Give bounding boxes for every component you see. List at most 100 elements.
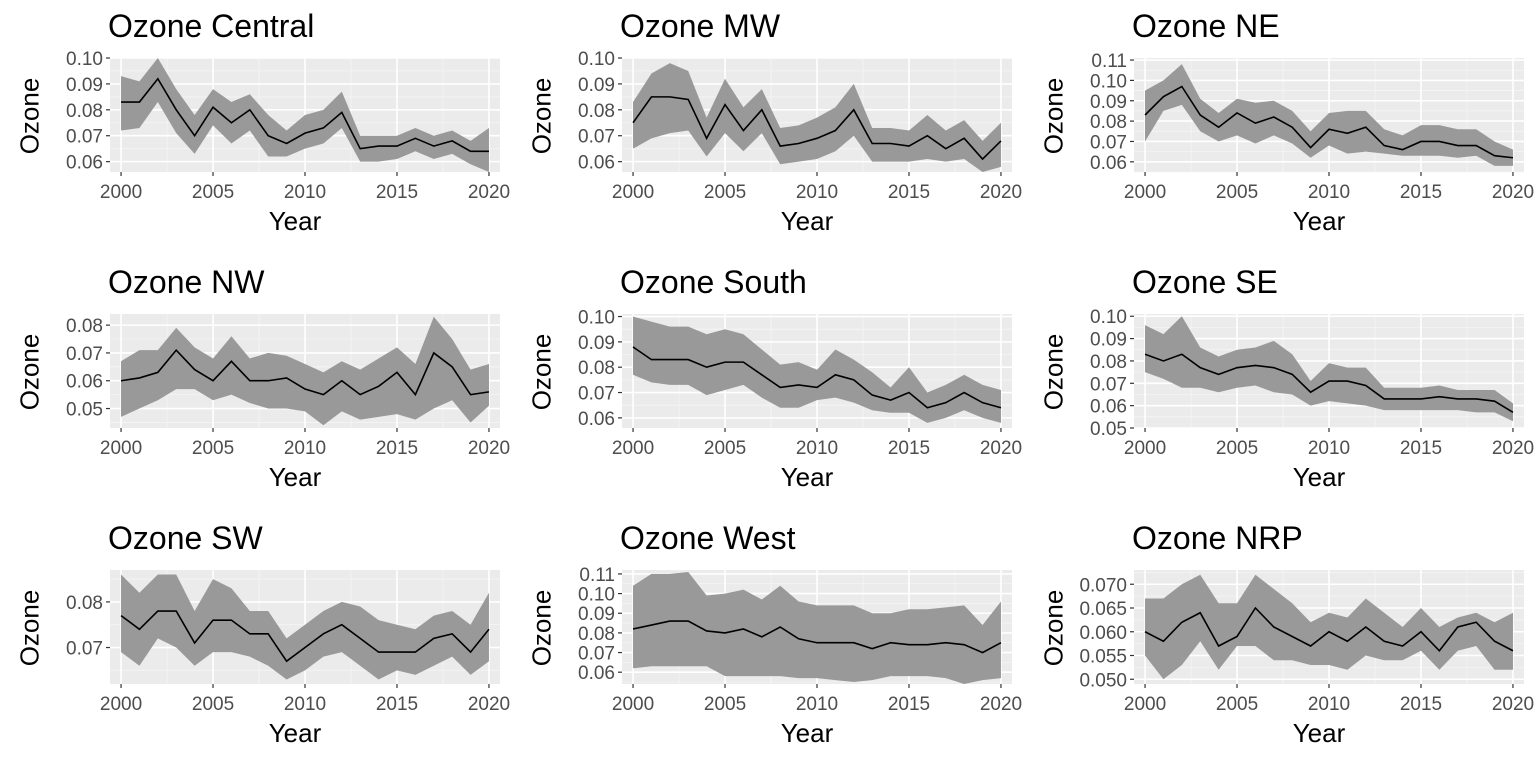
x-tick-label: 2010 (796, 438, 838, 459)
y-axis-label: Ozone (14, 77, 45, 155)
y-tick-label: 0.065 (1079, 599, 1127, 620)
x-tick-label: 2005 (704, 438, 746, 459)
y-tick-label: 0.08 (1090, 112, 1127, 133)
confidence-band (1145, 574, 1513, 680)
chart-title: Ozone NE (1132, 8, 1280, 44)
x-tick-label: 2015 (1400, 694, 1442, 715)
x-axis-label: Year (268, 206, 322, 236)
y-tick-label: 0.08 (66, 316, 103, 337)
y-tick-label: 0.10 (1090, 71, 1127, 92)
x-tick-label: 2020 (1492, 438, 1534, 459)
chart-panel: 0.06 0.07 0.08 0.09 0.10 2000 2005 2010 2015 2020… (512, 256, 1024, 512)
x-tick-label: 2015 (888, 182, 930, 203)
y-tick-label: 0.08 (578, 358, 615, 379)
y-axis-label: Ozone (526, 589, 557, 667)
y-tick-label: 0.055 (1079, 647, 1127, 668)
x-tick-label: 2005 (704, 694, 746, 715)
confidence-band (633, 316, 1001, 423)
x-axis-label: Year (780, 462, 834, 492)
x-tick-label: 2010 (284, 694, 326, 715)
x-tick-label: 2020 (1492, 182, 1534, 203)
y-axis-label: Ozone (1038, 333, 1069, 411)
y-tick-label: 0.06 (578, 153, 615, 174)
x-tick-label: 2000 (1124, 182, 1166, 203)
chart-panel: 0.05 0.06 0.07 0.08 2000 2005 2010 2015 2020 Ozon… (0, 256, 512, 512)
series-line (1144, 85, 1514, 159)
x-tick-label: 2005 (704, 182, 746, 203)
y-tick-label: 0.10 (578, 308, 615, 329)
y-tick-label: 0.06 (1090, 397, 1127, 418)
x-tick-label: 2000 (1124, 438, 1166, 459)
confidence-band (121, 574, 489, 680)
x-tick-label: 2000 (1124, 694, 1166, 715)
confidence-band (1145, 64, 1513, 166)
x-tick-label: 2015 (376, 182, 418, 203)
x-tick-label: 2000 (612, 182, 654, 203)
confidence-band (633, 63, 1001, 172)
y-tick-label: 0.06 (578, 663, 615, 684)
x-axis-label: Year (1292, 718, 1346, 748)
chart-svg: 0.050.060.070.080.090.10 2000 2005 2010 2015… (1090, 307, 1534, 459)
y-tick-label: 0.09 (66, 75, 103, 96)
y-tick-label: 0.07 (1090, 132, 1127, 153)
chart-panel: 0.050 0.055 0.060 0.065 0.070 2000 2005 2010 201… (1024, 512, 1536, 768)
chart-panel: 0.06 0.07 0.08 0.09 0.10 2000 2005 2010 2015 2020… (512, 0, 1024, 256)
chart-svg: 0.06 0.07 0.08 0.09 0.10 2000 2005 2010 2015 2020 (66, 49, 510, 203)
x-tick-label: 2005 (192, 438, 234, 459)
chart-svg: 0.060.070.080.090.100.11 2000 2005 2010 2015… (1090, 51, 1534, 203)
y-tick-label: 0.07 (578, 127, 615, 148)
y-tick-label: 0.06 (1090, 153, 1127, 174)
x-tick-label: 2000 (612, 438, 654, 459)
confidence-band (121, 58, 489, 172)
y-tick-label: 0.07 (578, 384, 615, 405)
y-axis-label: Ozone (526, 77, 557, 155)
y-tick-label: 0.06 (578, 409, 615, 430)
y-tick-label: 0.08 (1090, 352, 1127, 373)
x-tick-label: 2015 (888, 438, 930, 459)
y-tick-label: 0.08 (578, 624, 615, 645)
x-tick-label: 2020 (980, 182, 1022, 203)
x-tick-label: 2020 (468, 438, 510, 459)
x-axis-label: Year (268, 462, 322, 492)
chart-title: Ozone NW (108, 264, 265, 300)
x-axis-label: Year (1292, 206, 1346, 236)
x-tick-label: 2005 (192, 694, 234, 715)
y-axis-label: Ozone (14, 333, 45, 411)
chart-panel: 0.06 0.07 0.08 0.09 0.10 2000 2005 2010 2015 2020… (0, 0, 512, 256)
y-tick-label: 0.05 (1090, 419, 1127, 440)
y-tick-label: 0.08 (66, 101, 103, 122)
y-axis-label: Ozone (14, 589, 45, 667)
chart-panel: 0.07 0.08 2000 2005 2010 2015 2020 Ozone SW Year… (0, 512, 512, 768)
y-tick-label: 0.06 (66, 153, 103, 174)
x-tick-label: 2010 (796, 694, 838, 715)
series-line (632, 96, 1002, 161)
y-tick-label: 0.05 (66, 400, 103, 421)
y-tick-label: 0.08 (66, 593, 103, 614)
chart-title: Ozone South (620, 264, 807, 300)
y-tick-label: 0.070 (1079, 575, 1127, 596)
y-tick-label: 0.10 (1090, 307, 1127, 328)
chart-panel: 0.06 0.07 0.08 0.09 0.10 0.11 2000 2005 2010 2015… (512, 512, 1024, 768)
y-axis-label: Ozone (1038, 77, 1069, 155)
chart-svg: 0.06 0.07 0.08 0.09 0.10 2000 2005 2010 2015 2020 (578, 49, 1022, 203)
y-tick-label: 0.10 (578, 585, 615, 606)
chart-panel: 0.06 0.07 0.08 0.09 0.10 0.11 2000 2005 2010 2015… (1024, 0, 1536, 256)
y-tick-label: 0.09 (1090, 92, 1127, 113)
x-tick-label: 2020 (980, 438, 1022, 459)
x-axis-label: Year (780, 718, 834, 748)
y-tick-label: 0.09 (578, 75, 615, 96)
x-axis-label: Year (780, 206, 834, 236)
x-tick-label: 2015 (376, 438, 418, 459)
x-axis-label: Year (1292, 462, 1346, 492)
y-tick-label: 0.07 (66, 639, 103, 660)
y-tick-label: 0.10 (66, 49, 103, 70)
x-tick-label: 2010 (284, 182, 326, 203)
y-tick-label: 0.07 (1090, 374, 1127, 395)
chart-title: Ozone West (620, 520, 796, 556)
chart-title: Ozone SW (108, 520, 263, 556)
series-line (1144, 353, 1514, 414)
x-tick-label: 2005 (192, 182, 234, 203)
y-tick-label: 0.11 (579, 565, 615, 586)
chart-svg: 0.05 0.06 0.07 0.08 2000 2005 2010 2015 2020 (66, 314, 510, 459)
